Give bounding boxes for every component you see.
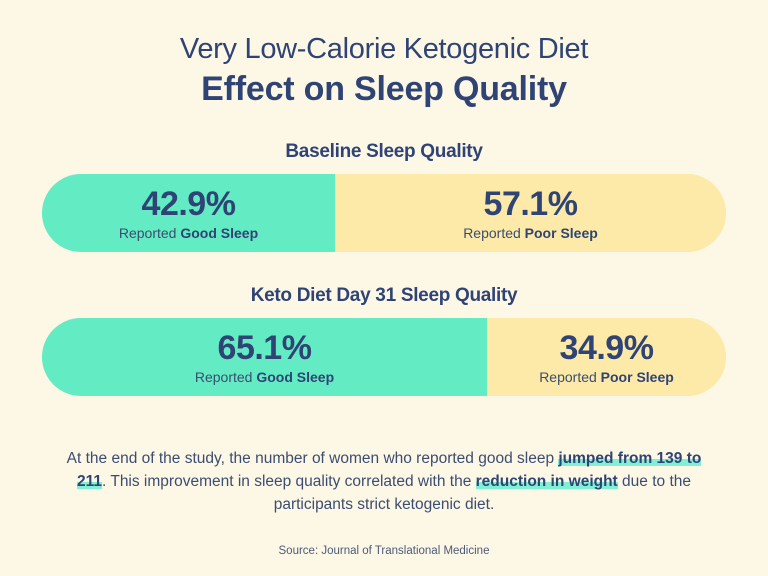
day31-good-label: Reported Good Sleep bbox=[194, 368, 335, 385]
day31-poor-value: 34.9% bbox=[559, 328, 654, 367]
title-line-2: Effect on Sleep Quality bbox=[201, 70, 567, 108]
day31-bar: 65.1% Reported Good Sleep 34.9% Reported… bbox=[42, 318, 726, 396]
baseline-poor-segment: 57.1% Reported Poor Sleep bbox=[335, 174, 726, 252]
baseline-bar: 42.9% Reported Good Sleep 57.1% Reported… bbox=[42, 174, 726, 252]
day31-section-title: Keto Diet Day 31 Sleep Quality bbox=[250, 285, 518, 306]
baseline-good-label: Reported Good Sleep bbox=[118, 224, 259, 241]
highlight-weight: reduction in weight bbox=[475, 473, 618, 490]
day31-good-value: 65.1% bbox=[217, 328, 312, 367]
source-citation: Source: Journal of Translational Medicin… bbox=[278, 545, 490, 557]
day31-poor-segment: 34.9% Reported Poor Sleep bbox=[487, 318, 726, 396]
baseline-good-segment: 42.9% Reported Good Sleep bbox=[42, 174, 335, 252]
baseline-poor-value: 57.1% bbox=[483, 184, 578, 223]
baseline-section-title: Baseline Sleep Quality bbox=[285, 141, 483, 162]
day31-poor-label: Reported Poor Sleep bbox=[539, 368, 674, 385]
title-line-1: Very Low-Calorie Ketogenic Diet bbox=[179, 33, 589, 65]
baseline-good-value: 42.9% bbox=[141, 184, 236, 223]
day31-good-segment: 65.1% Reported Good Sleep bbox=[42, 318, 487, 396]
baseline-poor-label: Reported Poor Sleep bbox=[463, 224, 598, 241]
summary-paragraph: At the end of the study, the number of w… bbox=[66, 450, 702, 513]
